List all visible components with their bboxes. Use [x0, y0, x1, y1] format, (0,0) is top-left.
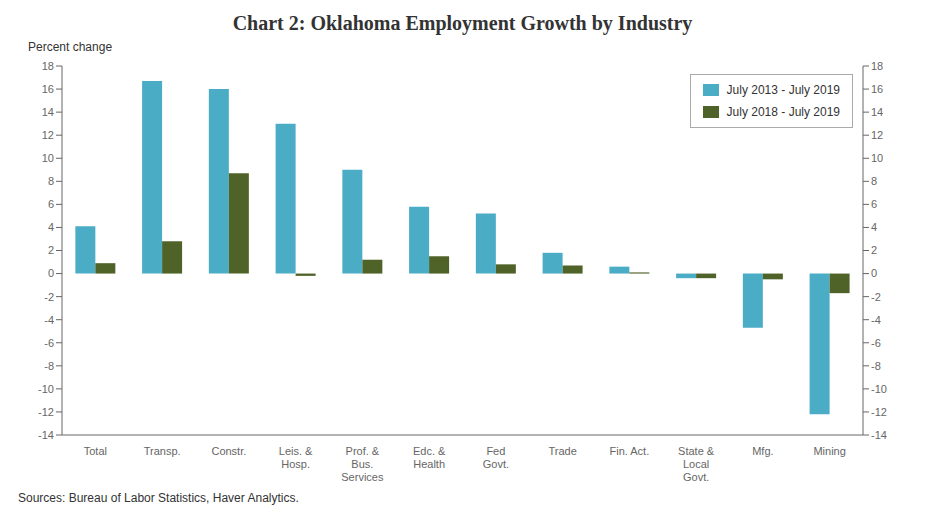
svg-text:14: 14 [871, 106, 883, 118]
svg-text:0: 0 [871, 267, 877, 279]
html-text:Sources: Bureau of Labor Stati: Sources: Bureau of Labor Statistics, Hav… [18, 491, 299, 505]
svg-text:-8: -8 [871, 360, 881, 372]
svg-text:Mfg.: Mfg. [752, 445, 773, 457]
svg-text:16: 16 [871, 83, 883, 95]
svg-text:14: 14 [42, 106, 54, 118]
svg-text:-2: -2 [871, 291, 881, 303]
svg-text:Mining: Mining [813, 445, 845, 457]
html-text:July 2018 - July 2019: July 2018 - July 2019 [726, 105, 840, 119]
svg-text:10: 10 [42, 152, 54, 164]
svg-text:2: 2 [871, 244, 877, 256]
svg-text:FedGovt.: FedGovt. [483, 445, 509, 470]
svg-text:Constr.: Constr. [211, 445, 246, 457]
svg-text:-4: -4 [44, 314, 54, 326]
svg-text:12: 12 [871, 129, 883, 141]
svg-text:-4: -4 [871, 314, 881, 326]
svg-text:6: 6 [871, 198, 877, 210]
svg-text:10: 10 [871, 152, 883, 164]
svg-text:-6: -6 [44, 337, 54, 349]
svg-text:16: 16 [42, 83, 54, 95]
svg-text:18: 18 [42, 60, 54, 72]
html-text:July 2013 - July 2019: July 2013 - July 2019 [726, 83, 840, 97]
svg-text:-6: -6 [871, 337, 881, 349]
svg-text:-14: -14 [38, 429, 54, 441]
svg-text:8: 8 [48, 175, 54, 187]
svg-text:8: 8 [871, 175, 877, 187]
svg-text:4: 4 [48, 221, 54, 233]
svg-text:Total: Total [84, 445, 107, 457]
svg-text:4: 4 [871, 221, 877, 233]
svg-text:-2: -2 [44, 291, 54, 303]
svg-text:-12: -12 [38, 406, 54, 418]
svg-text:-10: -10 [38, 383, 54, 395]
svg-text:Leis. &Hosp.: Leis. &Hosp. [279, 445, 313, 470]
svg-text:-10: -10 [871, 383, 887, 395]
svg-text:Edc. &Health: Edc. &Health [413, 445, 446, 470]
svg-text:Prof. &Bus.Services: Prof. &Bus.Services [341, 445, 384, 483]
svg-text:6: 6 [48, 198, 54, 210]
html-text:Chart 2: Oklahoma Employment G: Chart 2: Oklahoma Employment Growth by I… [232, 12, 693, 34]
svg-text:-12: -12 [871, 406, 887, 418]
svg-text:-14: -14 [871, 429, 887, 441]
svg-text:Fin. Act.: Fin. Act. [610, 445, 650, 457]
svg-text:12: 12 [42, 129, 54, 141]
svg-text:State &LocalGovt.: State &LocalGovt. [678, 445, 715, 483]
svg-text:Trade: Trade [548, 445, 576, 457]
svg-text:Transp.: Transp. [144, 445, 181, 457]
svg-text:2: 2 [48, 244, 54, 256]
svg-text:-8: -8 [44, 360, 54, 372]
svg-text:0: 0 [48, 267, 54, 279]
html-text:Percent change: Percent change [28, 40, 113, 54]
svg-text:18: 18 [871, 60, 883, 72]
